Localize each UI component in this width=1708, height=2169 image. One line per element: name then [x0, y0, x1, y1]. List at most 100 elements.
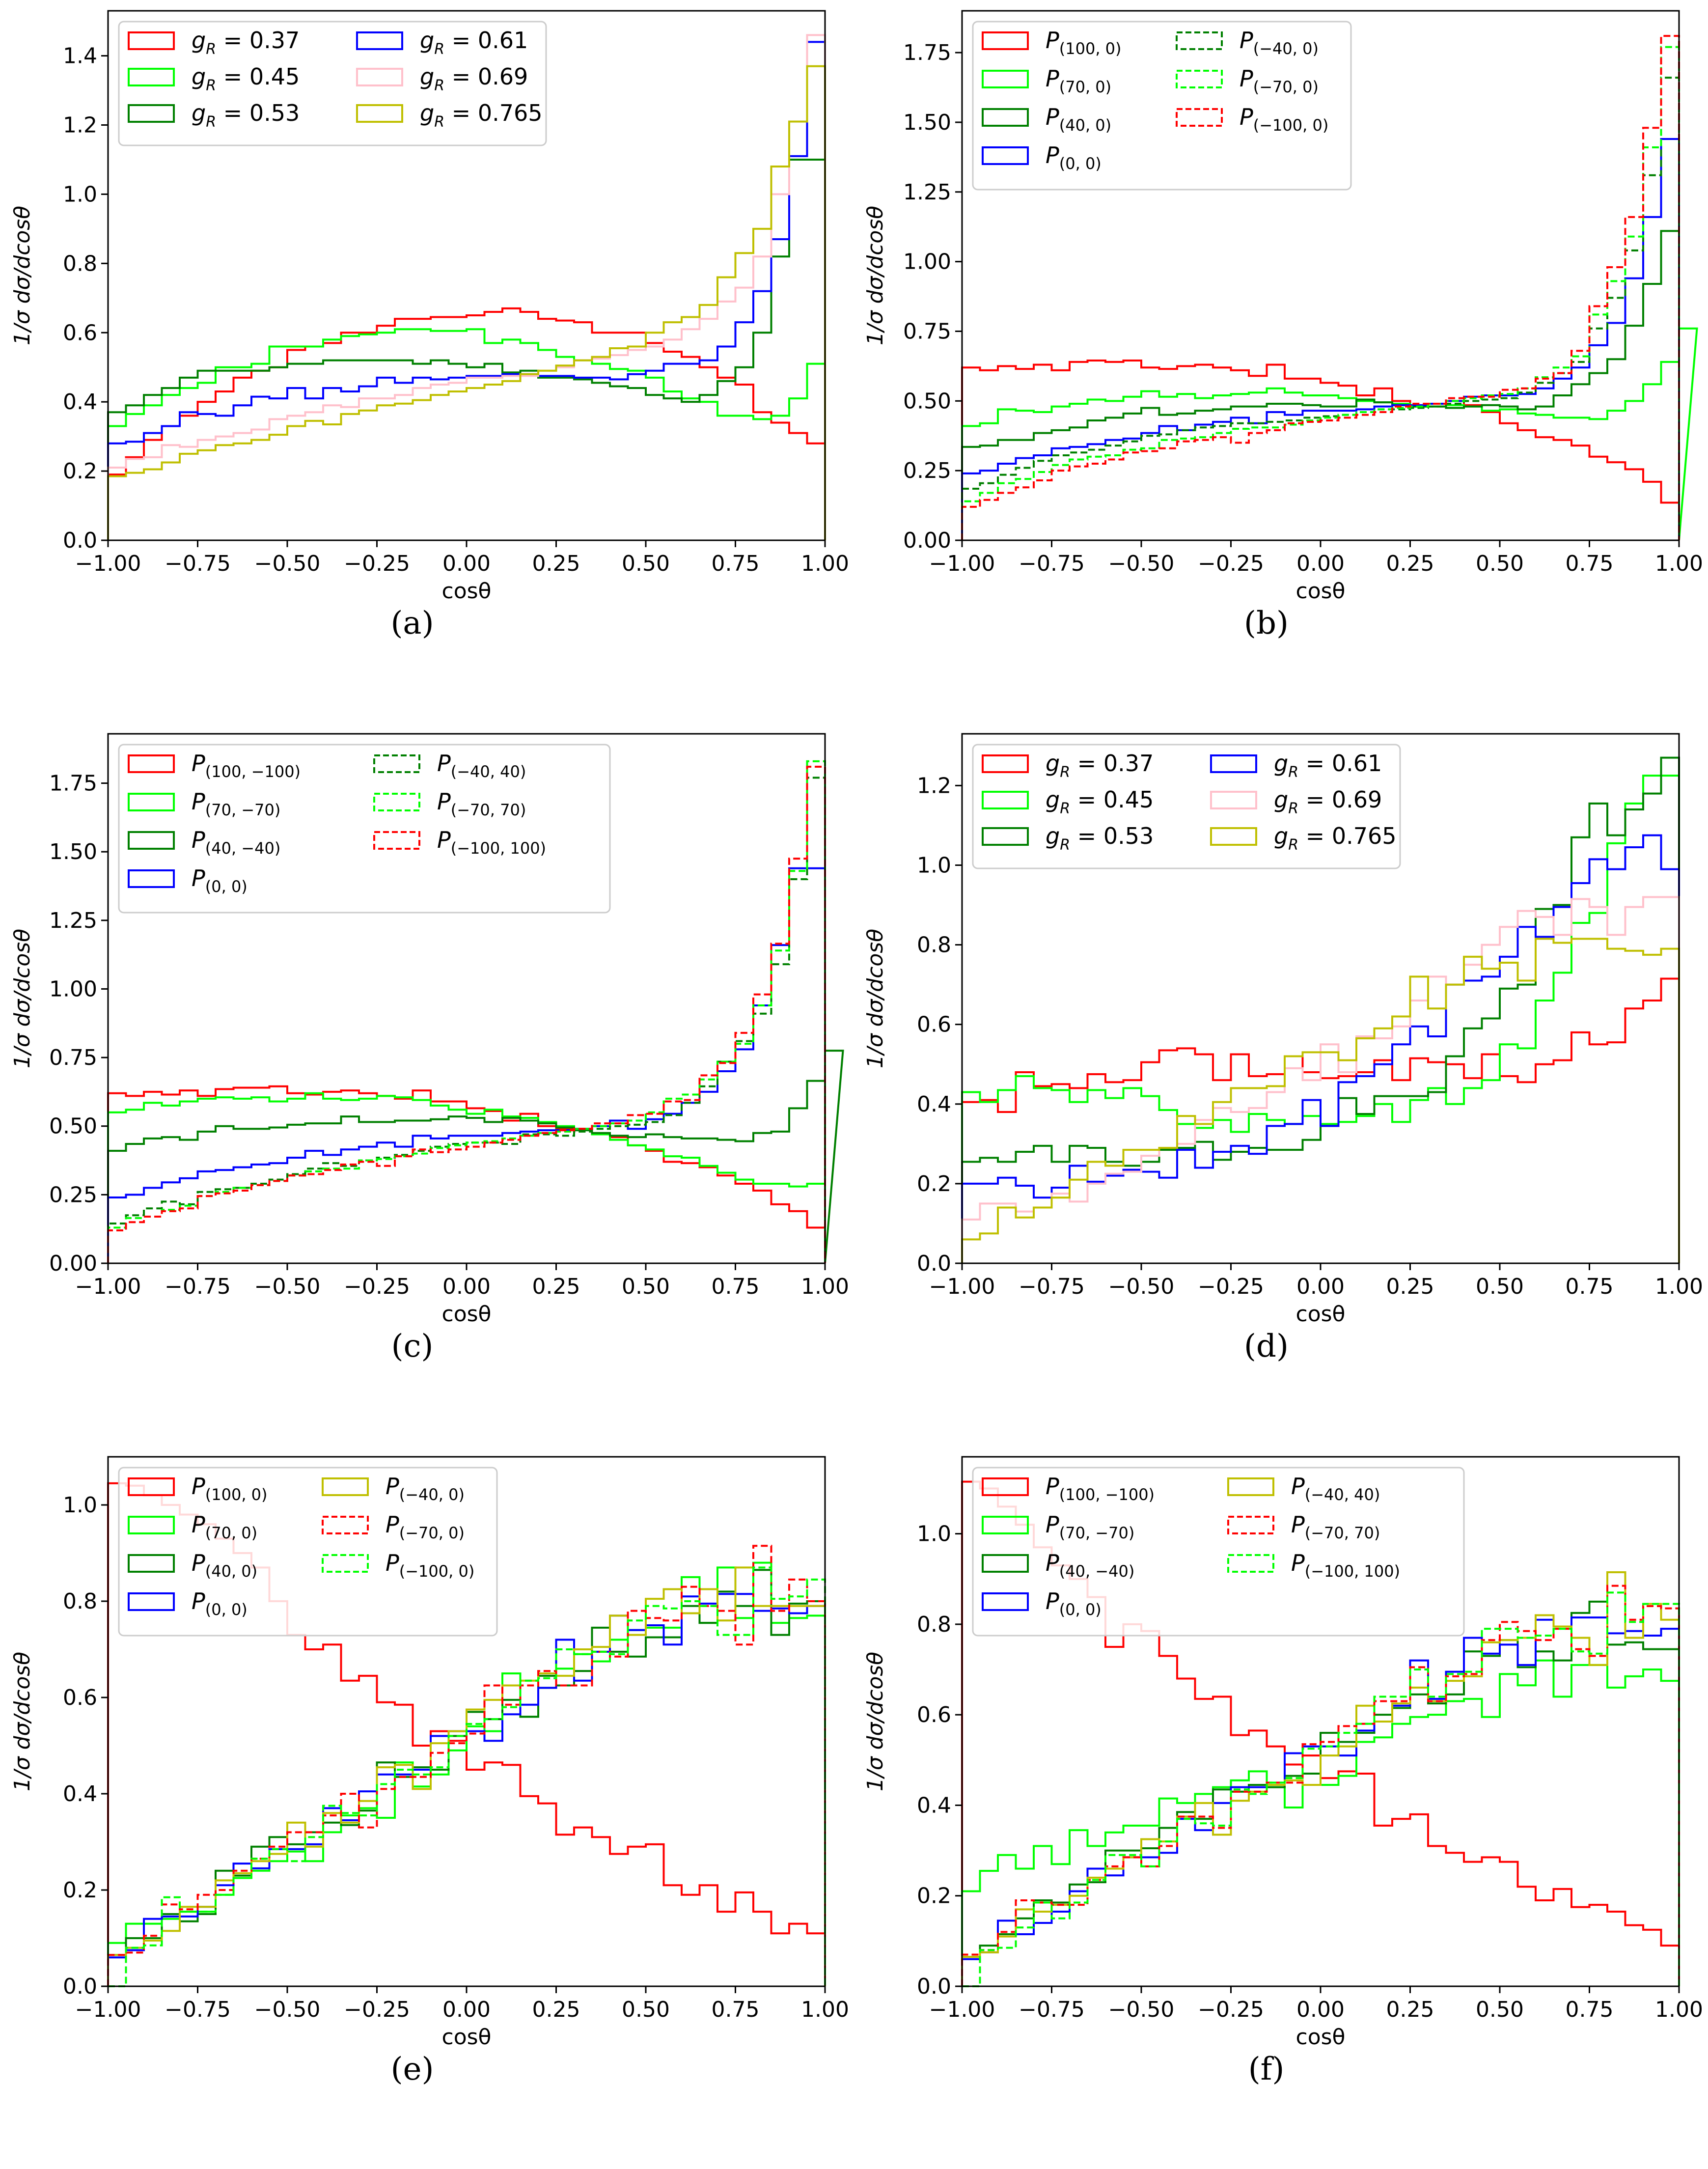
y-axis-label: 1/σ dσ/dcosθ [10, 206, 35, 345]
y-tick-label: 1.00 [49, 976, 97, 1001]
legend-label: P(0, 0) [192, 1588, 248, 1619]
series-p-40-40- [961, 1571, 1680, 1986]
legend-swatch [128, 1516, 175, 1534]
series-gr-0-37 [107, 307, 826, 540]
panel-caption: (e) [391, 2051, 434, 2087]
y-tick-label: 0.8 [63, 251, 97, 276]
legend-label: gR = 0.765 [1274, 823, 1397, 854]
x-tick-label: −0.50 [254, 1274, 321, 1299]
y-tick-label: 0.75 [903, 319, 951, 344]
y-tick-label: 1.4 [63, 44, 97, 69]
series-gr-0-765 [961, 938, 1680, 1263]
legend-label: P(100, −100) [1046, 1473, 1155, 1504]
y-tick-label: 0.4 [63, 1781, 97, 1807]
legend-swatch [982, 31, 1029, 50]
x-tick-label: 0.75 [712, 551, 760, 576]
series-group [961, 1480, 1680, 1987]
y-tick-label: 0.8 [917, 1612, 951, 1637]
legend-label: P(−70, 70) [437, 788, 526, 819]
legend-item: gR = 0.37 [982, 750, 1154, 781]
series-p-40-0- [961, 230, 1680, 540]
legend-swatch [982, 1554, 1029, 1573]
legend-swatch [982, 1592, 1029, 1611]
series-p-100-0- [108, 1566, 826, 1987]
legend-item: gR = 0.37 [128, 27, 300, 58]
series-p-70-0- [961, 327, 1698, 541]
y-axis-label: 1/σ dσ/dcosθ [10, 1652, 35, 1791]
panel-caption: (f) [1248, 2051, 1285, 2087]
legend-item: P(−70, 0) [322, 1511, 465, 1542]
legend-item: P(−70, 70) [1227, 1511, 1380, 1542]
y-tick-label: 0.2 [63, 459, 97, 484]
legend-label: P(0, 0) [1046, 1588, 1102, 1619]
panel-e: −1.00 −0.75 −0.50 −0.25 0.00 0.25 0.50 0.75 1.00… [0, 1446, 854, 2169]
panel-caption: (a) [390, 605, 434, 641]
legend-item: gR = 0.53 [128, 100, 300, 131]
legend-item: gR = 0.765 [356, 100, 543, 131]
legend-item: gR = 0.53 [982, 823, 1154, 854]
x-tick-label: 1.00 [801, 551, 849, 576]
series-p-100-0- [961, 360, 1680, 540]
x-tick-label: 0.00 [1296, 1997, 1345, 2022]
legend-swatch [356, 104, 403, 123]
series-gr-0-53 [107, 158, 826, 540]
legend-label: gR = 0.45 [192, 63, 300, 94]
legend-label: P(−100, 0) [1240, 104, 1328, 135]
y-tick-label: 1.2 [63, 113, 97, 138]
x-tick-label: 0.75 [1566, 1274, 1614, 1299]
legend-item: P(−40, 40) [1227, 1473, 1380, 1504]
y-tick-label: 0.00 [903, 528, 951, 553]
y-tick-label: 0.0 [917, 1251, 951, 1276]
legend-item: gR = 0.69 [356, 63, 528, 94]
y-tick-label: 0.25 [49, 1182, 97, 1207]
legend: P(100, 0) P(70, 0) P(40, 0) P(0, 0) P(−40, 0… [118, 1467, 498, 1637]
legend-item: P(−100, 0) [1176, 104, 1328, 135]
legend-label: P(40, 0) [1046, 104, 1111, 135]
x-tick-label: −1.00 [929, 1274, 995, 1299]
legend-item: P(40, 0) [982, 104, 1111, 135]
y-tick-label: 0.0 [917, 1974, 951, 1999]
x-tick-label: 0.00 [442, 1997, 491, 2022]
legend-label: P(70, −70) [192, 788, 280, 819]
legend-item: P(40, 0) [128, 1550, 257, 1581]
y-tick-label: 0.8 [63, 1589, 97, 1614]
x-tick-label: 0.50 [1476, 551, 1524, 576]
legend-item: P(−100, 100) [1227, 1550, 1400, 1581]
x-tick-label: 0.50 [1476, 1997, 1524, 2022]
legend-swatch [982, 754, 1029, 773]
y-tick-label: 0.75 [49, 1045, 97, 1070]
legend-item: P(100, 0) [128, 1473, 268, 1504]
series-p-40-0- [107, 1566, 826, 1986]
legend-label: P(100, 0) [192, 1473, 268, 1504]
legend-swatch [373, 793, 420, 811]
x-tick-label: −0.50 [1108, 551, 1175, 576]
legend-item: P(100, 0) [982, 27, 1122, 58]
x-tick-label: −0.75 [165, 1997, 231, 2022]
y-axis-label: 1/σ dσ/dcosθ [10, 929, 35, 1068]
legend-label: P(70, 0) [1046, 65, 1111, 96]
series-p-70-0- [107, 1545, 826, 1986]
legend-label: P(40, 0) [192, 1550, 257, 1581]
chart-f: −1.00 −0.75 −0.50 −0.25 0.00 0.25 0.50 0.75 1.00… [863, 1456, 1703, 2087]
legend-label: gR = 0.69 [420, 63, 528, 94]
chart-a: −1.00 −0.75 −0.50 −0.25 0.00 0.25 0.50 0.75 1.00… [10, 10, 849, 641]
x-tick-label: −0.25 [1198, 551, 1264, 576]
x-tick-label: 0.50 [622, 551, 670, 576]
x-tick-label: 0.50 [622, 1274, 670, 1299]
legend-item: P(40, −40) [982, 1550, 1134, 1581]
legend-item: gR = 0.45 [982, 786, 1154, 817]
y-tick-label: 1.25 [49, 908, 97, 933]
x-tick-label: −0.75 [1019, 1997, 1085, 2022]
series-gr-0-765 [107, 65, 826, 540]
x-tick-label: 0.75 [712, 1997, 760, 2022]
legend-item: gR = 0.61 [356, 27, 528, 58]
series-group [107, 34, 826, 540]
x-tick-label: −0.75 [1019, 551, 1085, 576]
legend-label: P(100, 0) [1046, 27, 1122, 58]
series-gr-0-45 [107, 328, 826, 540]
x-tick-label: 0.75 [1566, 1997, 1614, 2022]
legend-label: P(70, 0) [192, 1511, 257, 1542]
legend-label: P(−70, 0) [1240, 65, 1319, 96]
legend-swatch [1176, 108, 1223, 127]
series-p-70-70- [107, 760, 826, 1263]
